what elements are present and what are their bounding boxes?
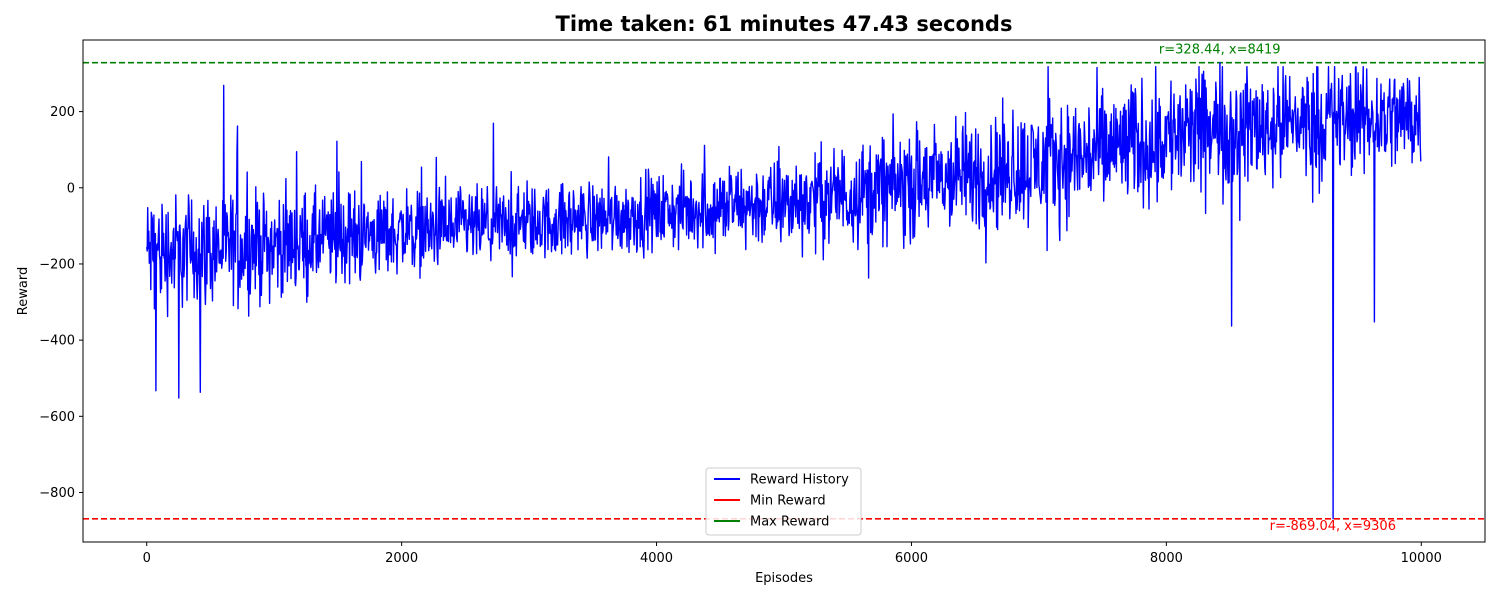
y-tick-label: −400: [39, 334, 75, 349]
y-tick-label: −800: [39, 486, 75, 501]
x-tick-label: 2000: [385, 551, 418, 566]
legend-label: Min Reward: [750, 494, 826, 509]
y-tick-label: 200: [50, 105, 75, 120]
plot-frame: [82, 39, 1486, 543]
annotations: r=328.44, x=8419 r=-869.04, x=9306: [1159, 43, 1396, 534]
max-reward-annotation: r=328.44, x=8419: [1159, 43, 1281, 58]
x-tick-label: 4000: [640, 551, 673, 566]
y-axis: −800 −600 −400 −200 0 200: [39, 105, 83, 501]
y-axis-label: Reward: [16, 267, 31, 315]
x-tick-label: 6000: [895, 551, 928, 566]
y-tick-label: −200: [39, 257, 75, 272]
x-tick-label: 0: [143, 551, 151, 566]
reward-history-line: [146, 62, 1422, 520]
min-reward-annotation: r=-869.04, x=9306: [1270, 519, 1396, 534]
legend-label: Max Reward: [750, 515, 829, 530]
legend-label: Reward History: [750, 473, 849, 488]
x-axis: 0 2000 4000 6000 8000 10000: [143, 542, 1442, 566]
x-tick-label: 8000: [1150, 551, 1183, 566]
y-tick-label: 0: [67, 181, 75, 196]
chart-title: Time taken: 61 minutes 47.43 seconds: [556, 12, 1013, 36]
x-axis-label: Episodes: [755, 571, 813, 586]
plot-area: [83, 61, 1485, 520]
legend-box: [705, 467, 862, 536]
y-tick-label: −600: [39, 410, 75, 425]
legend: Reward History Min Reward Max Reward: [705, 467, 862, 536]
x-tick-label: 10000: [1401, 551, 1442, 566]
